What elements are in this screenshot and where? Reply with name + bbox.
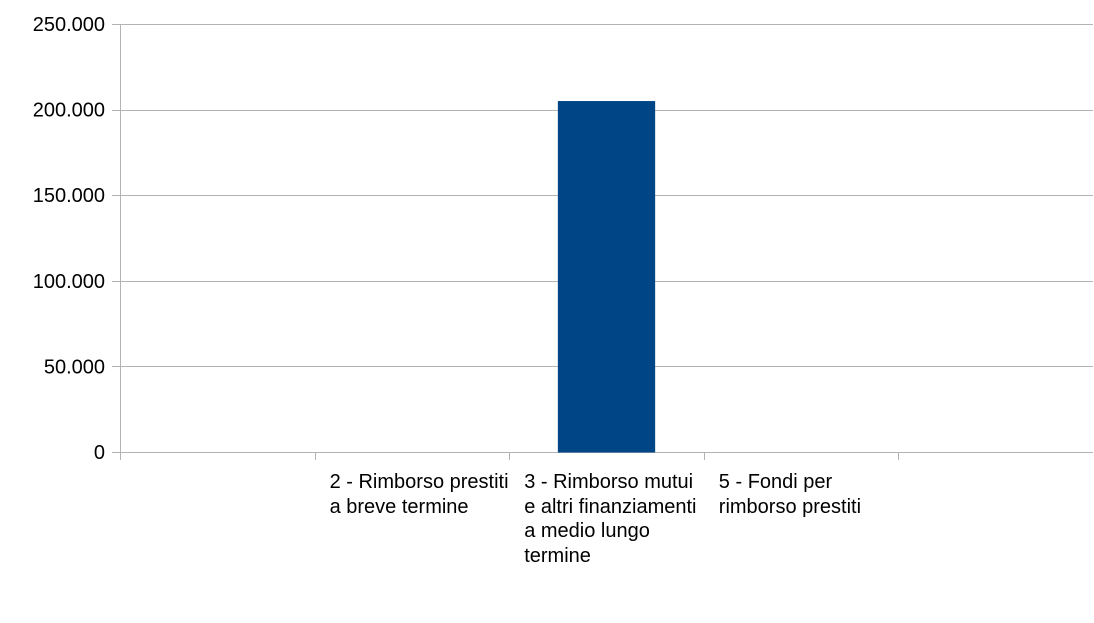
bar xyxy=(557,101,656,453)
y-tick-label: 150.000 xyxy=(33,185,105,207)
x-category-label: 3 - Rimborso mutui e altri finanziamenti… xyxy=(524,471,697,567)
y-tick-label: 50.000 xyxy=(44,356,105,378)
y-tick-labels: 0 50.000 100.000 150.000 200.000 250.000 xyxy=(33,14,105,464)
x-category-label: 2 - Rimborso prestiti a breve termine xyxy=(329,471,509,518)
y-tick-label: 100.000 xyxy=(33,271,105,293)
x-category-label: 5 - Fondi per rimborso prestiti xyxy=(718,471,862,518)
y-tick-label: 250.000 xyxy=(33,14,105,36)
bars xyxy=(557,101,656,453)
axes xyxy=(120,24,899,460)
y-tick-label: 200.000 xyxy=(33,100,105,122)
y-tick-label: 0 xyxy=(94,442,105,464)
